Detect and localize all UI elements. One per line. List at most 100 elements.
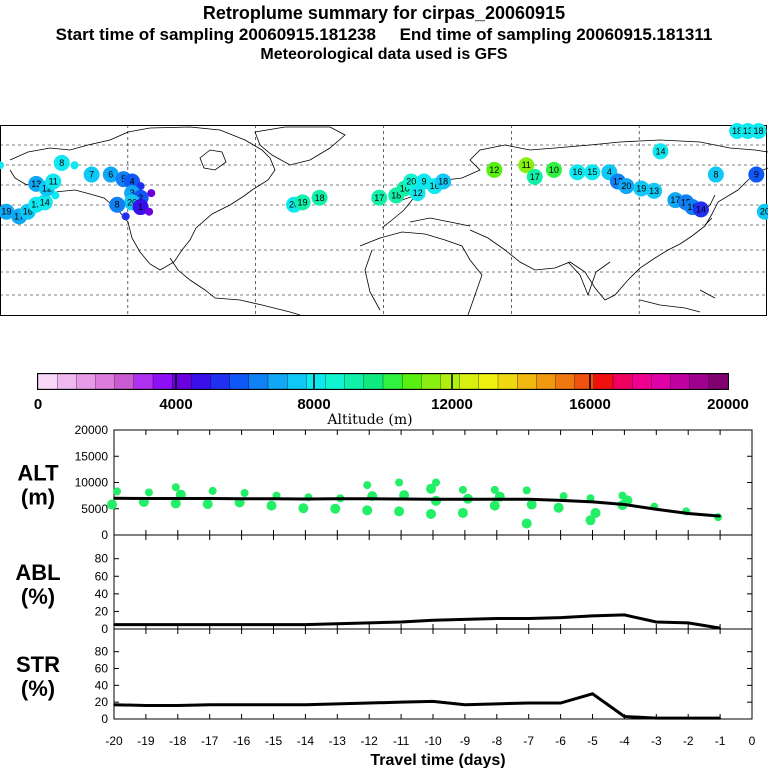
- plume-marker: [652, 143, 669, 160]
- plume-point: 14: [36, 194, 53, 211]
- plume-day-label: 5: [121, 174, 126, 184]
- plume-day-label: 19: [298, 197, 308, 207]
- plume-day-label: 17: [530, 172, 540, 182]
- plume-day-label: 3: [130, 188, 135, 198]
- plume-day-label: 16: [687, 202, 697, 212]
- plume-point: 17: [526, 168, 543, 185]
- plume-day-label: 17: [14, 211, 24, 221]
- plume-point: 1: [132, 199, 149, 216]
- plume-day-label: 10: [400, 183, 410, 193]
- coast-indonesia: [639, 289, 716, 313]
- plume-point: 11: [45, 173, 62, 190]
- plume-point: [121, 212, 130, 221]
- plume-day-label: 20: [621, 181, 631, 191]
- coast-south-america: [214, 297, 301, 316]
- plume-marker: [136, 182, 145, 191]
- plume-marker: [147, 189, 156, 198]
- plume-day-label: 18: [753, 126, 763, 136]
- plume-day-label: 8: [115, 200, 120, 210]
- plume-day-label: 19: [636, 183, 646, 193]
- plume-marker: [526, 168, 543, 185]
- plume-day-label: 12: [613, 177, 623, 187]
- plume-marker: [294, 194, 311, 211]
- plume-point: [136, 182, 145, 191]
- plume-day-label: 16: [430, 181, 440, 191]
- plume-day-label: 16: [572, 167, 582, 177]
- plume-day-label: 18: [391, 190, 401, 200]
- plume-marker: [109, 196, 126, 213]
- plume-day-label: 12: [489, 165, 499, 175]
- plume-marker: [0, 161, 4, 170]
- plume-point: 6: [102, 166, 119, 183]
- plume-day-label: 13: [649, 186, 659, 196]
- plume-day-label: 6: [108, 170, 113, 180]
- plume-marker: [692, 201, 709, 218]
- plume-day-label: 11: [522, 160, 531, 170]
- plume-day-label: 13: [31, 179, 41, 189]
- plume-point: 14: [652, 143, 669, 160]
- plume-day-label: 17: [374, 193, 384, 203]
- plume-day-label: 18: [438, 177, 448, 187]
- plume-marker: [145, 207, 154, 216]
- plume-point: [147, 189, 156, 198]
- plume-day-label: 15: [31, 200, 41, 210]
- plume-marker: [51, 191, 60, 200]
- plume-point: 18: [435, 173, 452, 190]
- plume-day-label: 12: [42, 183, 52, 193]
- plume-marker: [102, 166, 119, 183]
- plume-point: 14: [692, 201, 709, 218]
- plume-day-label: 14: [40, 197, 50, 207]
- plume-day-label: 8: [59, 158, 64, 168]
- plume-point: 9: [748, 166, 765, 183]
- plume-day-label: 15: [587, 167, 597, 177]
- plume-point: 20: [756, 203, 768, 220]
- plume-marker: [70, 161, 79, 170]
- plume-point: 12: [486, 161, 503, 178]
- plume-day-label: 16: [23, 207, 33, 217]
- coast-north-america: [9, 126, 276, 271]
- plume-day-label: 2: [138, 193, 143, 203]
- plume-point: 18: [750, 123, 767, 139]
- plume-marker: [132, 199, 149, 216]
- plume-day-label: 8: [713, 170, 718, 180]
- plume-day-label: 14: [696, 204, 706, 214]
- plume-point: 19: [294, 194, 311, 211]
- plume-day-label: 9: [754, 170, 759, 180]
- coast-india: [567, 261, 611, 297]
- plume-day-label: 19: [1, 207, 11, 217]
- plume-marker: [748, 166, 765, 183]
- plume-marker: [633, 180, 650, 197]
- plume-marker: [756, 203, 768, 220]
- plume-point: 20: [618, 178, 635, 195]
- plume-marker: [0, 203, 15, 220]
- plume-day-label: 13: [743, 126, 753, 136]
- plume-point: 13: [646, 182, 663, 199]
- plume-day-label: 18: [315, 193, 325, 203]
- coast-africa: [359, 231, 483, 316]
- plume-marker: [646, 182, 663, 199]
- plume-point: 8: [707, 166, 724, 183]
- plume-marker: [486, 161, 503, 178]
- plume-marker: [435, 173, 452, 190]
- sampling-times: Start time of sampling 20060915.181238 E…: [55, 25, 713, 44]
- plume-day-label: 20: [760, 207, 768, 217]
- plume-marker: [707, 166, 724, 183]
- plume-point: 10: [545, 161, 562, 178]
- plume-point: 17: [371, 189, 388, 206]
- plume-day-label: 7: [89, 170, 94, 180]
- plume-point: 8: [53, 154, 70, 171]
- plume-day-label: 20: [127, 197, 137, 207]
- plume-marker: [371, 189, 388, 206]
- plume-day-label: 20: [289, 200, 299, 210]
- met-data-note: Meteorological data used is GFS: [260, 46, 508, 63]
- plume-day-label: 12: [413, 188, 423, 198]
- plume-point: [70, 161, 79, 170]
- plume-day-label: 9: [421, 177, 426, 187]
- plume-day-label: 4: [130, 177, 135, 187]
- coast-asia: [469, 167, 768, 301]
- plume-day-label: 18: [732, 126, 742, 136]
- plume-day-label: 14: [655, 146, 665, 156]
- chart-title: Retroplume summary for cirpas_20060915: [202, 3, 566, 23]
